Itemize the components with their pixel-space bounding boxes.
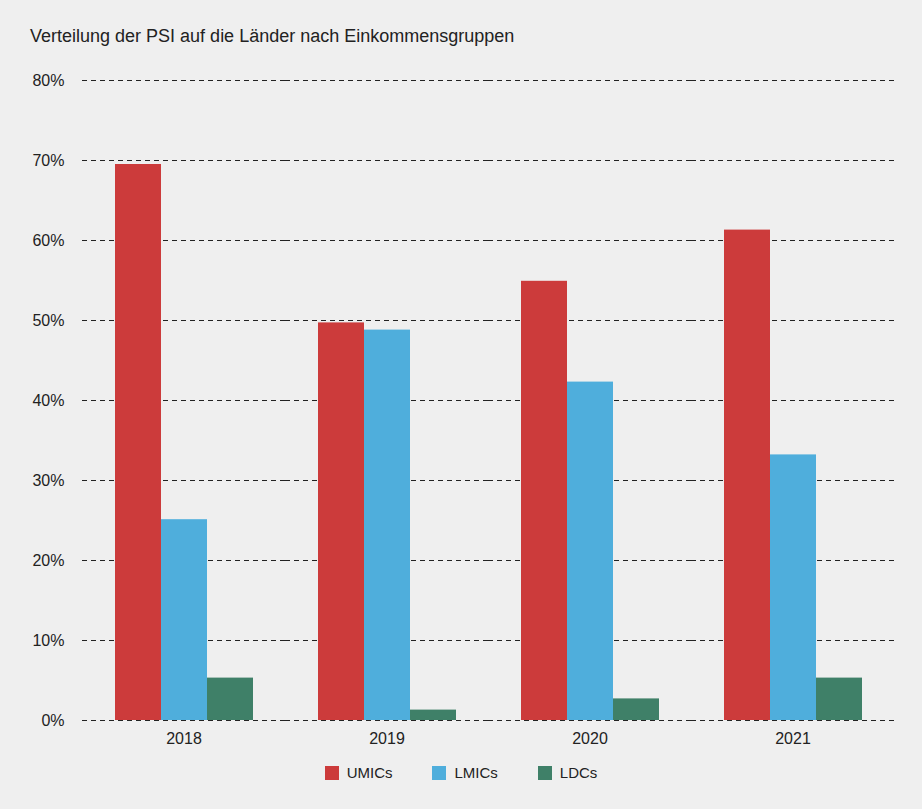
svg-text:2019: 2019 bbox=[369, 730, 405, 747]
svg-text:2018: 2018 bbox=[166, 730, 202, 747]
svg-text:80%: 80% bbox=[32, 72, 64, 89]
svg-text:40%: 40% bbox=[32, 392, 64, 409]
svg-text:70%: 70% bbox=[32, 152, 64, 169]
html-text:Verteilung der PSI auf die Län: Verteilung der PSI auf die Länder nach E… bbox=[30, 26, 515, 46]
svg-text:10%: 10% bbox=[32, 632, 64, 649]
html-text:UMICs: UMICs bbox=[346, 764, 393, 781]
svg-text:20%: 20% bbox=[32, 552, 64, 569]
svg-text:2020: 2020 bbox=[572, 730, 608, 747]
svg-text:2021: 2021 bbox=[775, 730, 811, 747]
svg-text:50%: 50% bbox=[32, 312, 64, 329]
svg-text:0%: 0% bbox=[41, 712, 64, 729]
html-text:LDCs: LDCs bbox=[559, 764, 598, 781]
svg-text:30%: 30% bbox=[32, 472, 64, 489]
svg-text:60%: 60% bbox=[32, 232, 64, 249]
html-text:LMICs: LMICs bbox=[454, 764, 498, 781]
